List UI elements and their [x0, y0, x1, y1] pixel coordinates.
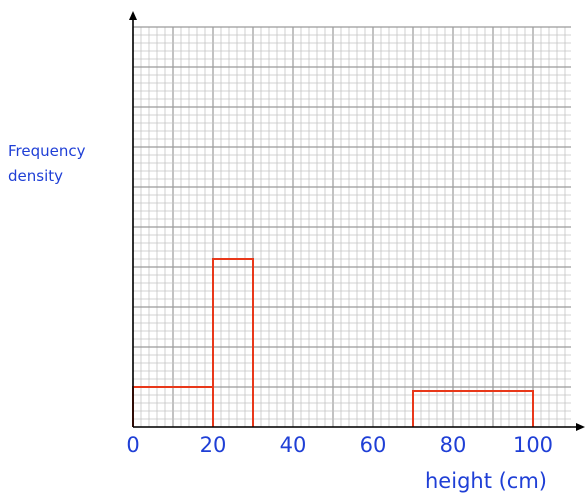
y-axis-label-line-1: Frequency: [8, 142, 86, 160]
histogram-bar-3: [412, 390, 534, 427]
x-tick-label-60: 60: [360, 433, 387, 457]
axes: [129, 11, 585, 431]
x-tick-label-0: 0: [126, 433, 139, 457]
y-axis-arrow: [129, 11, 137, 20]
x-axis-label: height (cm): [425, 469, 547, 493]
x-tick-label-40: 40: [280, 433, 307, 457]
x-tick-labels: 0 20 40 60 80 100: [126, 433, 553, 457]
histogram-bar-2: [212, 258, 254, 427]
x-axis-arrow: [576, 423, 585, 431]
x-tick-label-20: 20: [200, 433, 227, 457]
x-tick-label-100: 100: [513, 433, 553, 457]
x-tick-label-80: 80: [440, 433, 467, 457]
grid: [132, 26, 571, 428]
y-axis-label-line-2: density: [8, 167, 63, 185]
